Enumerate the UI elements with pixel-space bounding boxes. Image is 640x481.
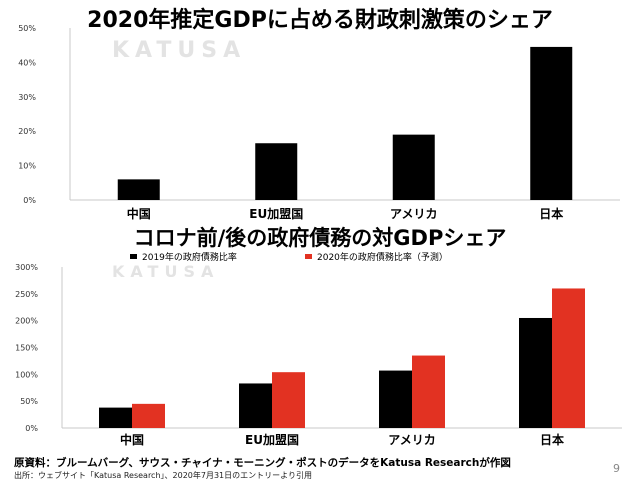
chart2-bar-2019 (99, 407, 132, 428)
chart1-y-tick-label: 50% (18, 24, 36, 33)
chart1-bar (117, 179, 160, 200)
chart1-x-tick-label: EU加盟国 (249, 206, 303, 221)
chart1-y-tick-label: 10% (18, 162, 36, 171)
chart2-y-tick-label: 250% (15, 290, 38, 299)
chart1-bar (530, 46, 573, 200)
chart2-y-tick-label: 200% (15, 317, 38, 326)
chart2-legend-swatch (305, 254, 312, 259)
chart2-bar-2019 (379, 370, 412, 428)
chart1-bar (392, 134, 435, 200)
chart2-x-tick-label: アメリカ (388, 433, 435, 447)
chart2-legend-label: 2020年の政府債務比率（予測） (317, 251, 448, 263)
chart2-debt-share: 0% 50% 100% 150% 200% 250% 300% 2019年の政府債務比率 202… (15, 251, 622, 447)
chart2-y-tick-label: 150% (15, 344, 38, 353)
chart1-title: 2020年推定GDPに占める財政刺激策のシェア (87, 8, 553, 33)
chart2-x-tick-label: 日本 (540, 432, 564, 447)
chart2-bar-2020 (552, 288, 585, 428)
chart2-bar-2019 (239, 383, 272, 428)
chart2-y-tick-label: 0% (25, 424, 38, 433)
source-note: 原資料：ブルームバーグ、サウス・チャイナ・モーニング・ポストのデータをKatus… (14, 457, 511, 469)
chart1-bar (255, 143, 298, 200)
chart1-x-tick-label: アメリカ (390, 207, 437, 221)
chart1-x-tick-label: 中国 (127, 206, 151, 221)
chart2-y-tick-label: 50% (20, 397, 38, 406)
chart1-y-tick-label: 20% (18, 127, 36, 136)
chart1-y-tick-label: 40% (18, 58, 36, 67)
chart1-y-tick-label: 30% (18, 93, 36, 102)
chart2-x-tick-label: EU加盟国 (245, 432, 299, 447)
chart2-x-tick-label: 中国 (120, 432, 144, 447)
chart2-bar-2020 (412, 355, 445, 428)
chart2-bar-2019 (519, 317, 552, 428)
chart2-legend-label: 2019年の政府債務比率 (142, 251, 237, 263)
citation-note: 出所：ウェブサイト「Katusa Research」、2020年7月31日のエン… (14, 471, 312, 480)
watermark-logo-top: KATUSA (112, 38, 247, 63)
chart2-legend-swatch (130, 254, 137, 259)
page-number: 9 (613, 462, 620, 475)
chart2-y-tick-label: 300% (15, 263, 38, 272)
watermark-logo-bottom: KATUSA (112, 262, 220, 281)
chart1-stimulus-share: 0% 10% 20% 30% 40% 50% 中国 EU加盟国 アメリカ 日本 (18, 24, 620, 221)
chart1-y-tick-label: 0% (23, 196, 36, 205)
chart1-x-tick-label: 日本 (539, 206, 563, 221)
chart2-bar-2020 (132, 403, 165, 428)
chart2-bar-2020 (272, 372, 305, 428)
chart2-title: コロナ前/後の政府債務の対GDPシェア (133, 226, 507, 250)
chart2-y-tick-label: 100% (15, 370, 38, 379)
